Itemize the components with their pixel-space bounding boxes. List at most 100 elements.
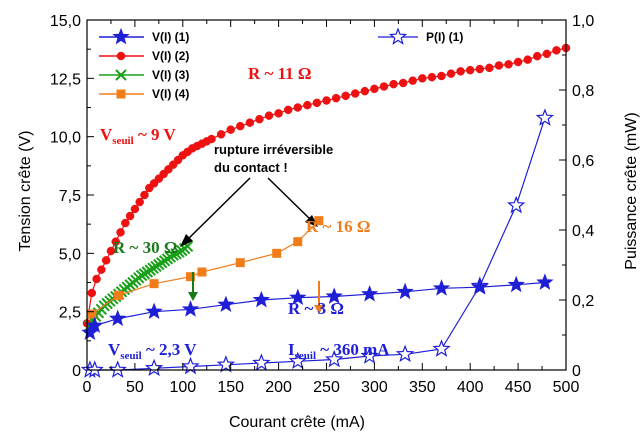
series-1	[82, 43, 571, 328]
x-tick-label: 400	[457, 379, 484, 396]
series-1-point	[408, 76, 417, 85]
series-1-point	[523, 55, 532, 64]
series-3-point	[185, 272, 195, 282]
annotation-vseuil-2-3v-sub: seuil	[120, 350, 141, 362]
series-1-point	[116, 228, 125, 237]
series-1-point	[245, 118, 255, 127]
axes-layer: 0 50 100 150 200 250 300 350 400 450 50002,55,07,5…	[50, 13, 594, 396]
series-1-point	[389, 79, 398, 89]
series-0-point	[507, 275, 525, 293]
annotation-iseuil: Iseuil ~ 360 mA	[288, 340, 390, 362]
r30-arrow-head	[188, 292, 198, 301]
series-4-point	[432, 339, 451, 357]
series-0	[81, 273, 554, 340]
series-1-point	[446, 69, 456, 78]
rupture-arrow-right	[267, 177, 314, 223]
series-1-point	[106, 246, 116, 256]
series-1-point	[341, 91, 350, 101]
legend-label: P(I) (1)	[426, 30, 463, 44]
series-1-point	[303, 100, 312, 110]
series-1-point	[504, 60, 513, 69]
y2-tick-label: 0,4	[572, 223, 594, 240]
series-1-point	[427, 72, 437, 82]
series-0-point	[181, 300, 200, 317]
series-1-point	[293, 103, 303, 112]
series-0-point	[432, 279, 451, 296]
series-1-point	[494, 61, 504, 70]
annotation-iseuil-tail: ~ 360 mA	[316, 340, 390, 359]
annotation-r30: R ~ 30 Ω	[113, 238, 177, 257]
y2-tick-label: 0,2	[572, 293, 594, 310]
series-1-point	[418, 74, 427, 83]
rupture-arrow-left-head	[180, 234, 193, 247]
series-1-point	[513, 57, 523, 67]
annotation-r16: R ~ 16 Ω	[306, 217, 370, 236]
annotation-vseuil-9v-tail: ~ 9 V	[134, 125, 177, 144]
rupture-arrow-left	[184, 177, 251, 243]
series-1-point	[130, 204, 140, 214]
annotation-vseuil-9v: Vseuil ~ 9 V	[100, 125, 176, 147]
series-0-point	[252, 290, 271, 308]
x-axis-title: Courant crête (mA)	[229, 414, 365, 431]
series-3-point	[293, 237, 303, 247]
y-tick-label: 7,5	[59, 188, 81, 205]
series-1-point	[379, 82, 389, 91]
annotation-iseuil-sub: seuil	[295, 350, 316, 362]
annotation-rupture-line2: du contact !	[214, 160, 288, 175]
series-1-point	[101, 256, 111, 265]
series-3-point	[272, 248, 282, 258]
series-0-point	[471, 278, 489, 295]
annotation-vseuil-2-3v-tail: ~ 2,3 V	[142, 340, 198, 359]
annotation-r11: R ~ 11 Ω	[248, 64, 312, 83]
series-4-point	[535, 108, 555, 126]
series-1-point	[140, 190, 149, 200]
y-tick-label: 10,0	[50, 130, 81, 147]
series-1-point	[121, 218, 130, 228]
x-tick-label: 0	[83, 379, 92, 396]
series-1-point	[552, 46, 561, 55]
legend-marker	[116, 89, 126, 99]
series-3-point	[114, 290, 124, 300]
series-1-point	[437, 71, 446, 81]
series-1-point	[533, 51, 542, 61]
y2-tick-label: 1,0	[572, 13, 594, 30]
series-1-point	[485, 63, 494, 73]
x-tick-label: 500	[553, 379, 580, 396]
series-0-point	[145, 302, 163, 319]
series-1-point	[125, 211, 135, 221]
r16-arrow-head	[314, 305, 324, 314]
series-1-point	[475, 64, 485, 74]
series-4-point	[288, 351, 308, 370]
series-4-point	[108, 360, 127, 378]
series-1-point	[331, 93, 341, 103]
series-3	[87, 216, 324, 319]
series-4-point	[395, 344, 415, 363]
series-2-point-stroke-b	[181, 240, 194, 253]
x-tick-label: 50	[126, 379, 144, 396]
series-4-point	[252, 353, 271, 371]
annotations: R ~ 11 Ω Vseuil ~ 9 V rupture irréversib…	[100, 64, 390, 362]
y-tick-label: 0	[72, 363, 81, 380]
series-1-point	[264, 111, 274, 120]
x-tick-label: 150	[217, 379, 244, 396]
series-1-point	[255, 114, 264, 124]
legend-marker	[115, 69, 127, 81]
legend-label: V(I) (1)	[152, 30, 189, 44]
series-3-point	[149, 279, 159, 289]
series-1-point	[398, 78, 408, 88]
y-axis-title: Tension crête (V)	[17, 131, 34, 252]
legend-marker	[112, 27, 130, 45]
series-4-point	[144, 358, 164, 377]
series-1-point	[456, 67, 465, 76]
series-1-point	[360, 86, 370, 96]
annotation-r3: R ~ 3 Ω	[288, 299, 344, 318]
y2-tick-label: 0,6	[572, 153, 594, 170]
series-0-point	[396, 282, 414, 300]
series-0-point	[86, 316, 104, 333]
series-1-point	[283, 105, 293, 115]
x-tick-label: 300	[361, 379, 388, 396]
x-tick-label: 100	[169, 379, 196, 396]
legend-marker	[116, 51, 126, 61]
series-3-point	[235, 258, 245, 268]
series-1-point	[370, 84, 379, 94]
